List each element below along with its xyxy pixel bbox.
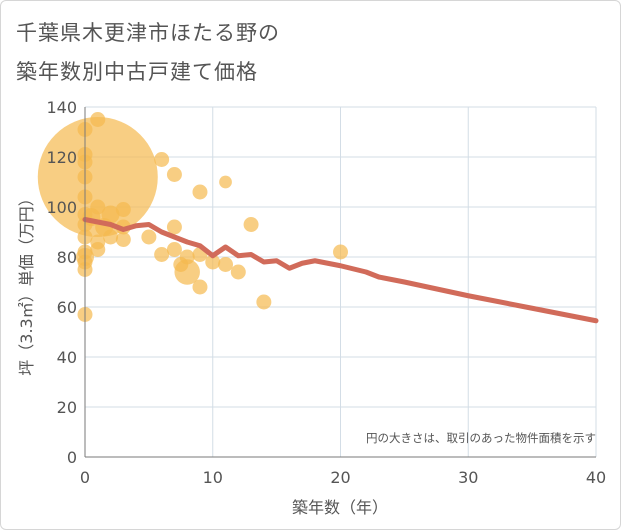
trend-layer: [82, 217, 599, 324]
bubble-point: [333, 244, 348, 260]
bubble-point: [166, 242, 182, 257]
bubble-point: [218, 257, 234, 272]
bubble-point: [154, 152, 170, 167]
bubble-point: [154, 247, 170, 262]
bubble-point: [37, 117, 158, 237]
bubble-point: [205, 254, 221, 270]
bubble-point: [243, 217, 259, 232]
x-axis-label: 築年数（年）: [292, 498, 388, 517]
x-tick-label: 40: [586, 468, 606, 487]
y-tick-label: 100: [46, 198, 77, 217]
grid: [85, 106, 597, 457]
bubble-point: [166, 167, 182, 182]
bubble-size-note: 円の大きさは、取引のあった物件面積を示す: [366, 431, 596, 445]
bubble-point: [90, 199, 106, 215]
y-tick-label: 60: [57, 298, 77, 317]
bubble-point: [166, 219, 182, 235]
bubble-point: [219, 175, 232, 189]
y-tick-label: 0: [67, 448, 77, 467]
bubble-point: [230, 264, 246, 280]
bubble-point: [90, 242, 106, 257]
bubble-point: [103, 229, 119, 245]
trend-line: [82, 217, 599, 324]
bubble-point: [141, 229, 157, 245]
x-tick-label: 10: [203, 468, 223, 487]
bubble-layer: [37, 112, 348, 322]
bubble-point: [179, 249, 195, 265]
y-tick-label: 120: [46, 148, 77, 167]
bubble-point: [192, 184, 208, 200]
bubble-point: [256, 294, 272, 310]
x-tick-label: 0: [80, 468, 90, 487]
y-tick-label: 20: [57, 398, 77, 417]
y-tick-label: 140: [46, 98, 77, 117]
bubble-point: [90, 112, 106, 127]
y-tick-label: 40: [57, 348, 77, 367]
axes: 0 10 20 30 40 0 20 40 60 80 100 120 140: [46, 98, 606, 487]
chart-title-line1: 千葉県木更津市ほたる野の: [16, 21, 280, 45]
y-tick-label: 80: [57, 248, 77, 267]
chart-title-line2: 築年数別中古戸建て価格: [16, 60, 258, 84]
y-axis-label: 坪（3.3㎡）単価（万円）: [17, 190, 36, 375]
bubble-point: [192, 279, 208, 295]
bubble-point: [115, 202, 131, 217]
x-tick-label: 20: [330, 468, 350, 487]
bubble-point: [115, 232, 131, 247]
bubble-point: [174, 259, 200, 285]
x-tick-label: 30: [458, 468, 478, 487]
bubble-point: [101, 205, 120, 224]
